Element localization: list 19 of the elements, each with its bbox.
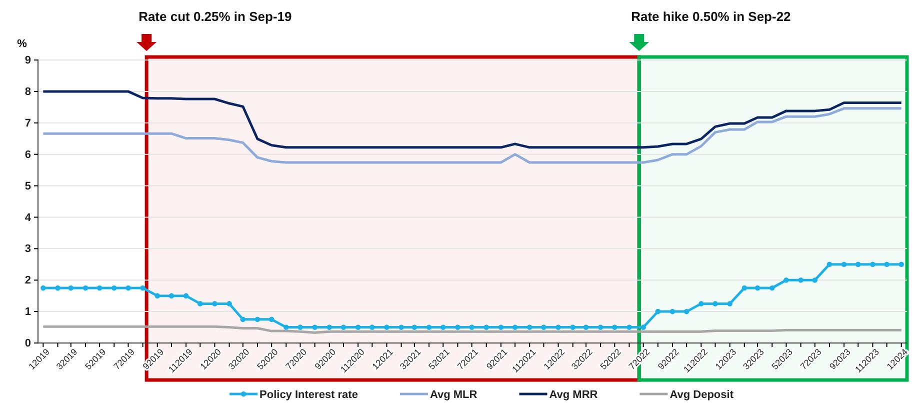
legend-label: Avg MLR <box>430 389 478 401</box>
band-label: Rate cut 0.25% in Sep-19 <box>138 9 292 24</box>
legend-label: Policy Interest rate <box>260 389 358 401</box>
line-series <box>42 90 903 149</box>
y-tick-label: 1 <box>24 306 31 318</box>
y-tick-label: 3 <box>24 243 31 256</box>
band-label: Rate hike 0.50% in Sep-22 <box>631 9 791 24</box>
y-tick-label: 8 <box>24 86 31 98</box>
y-axis-title: % <box>17 38 28 50</box>
legend-label: Avg MRR <box>549 389 598 401</box>
legend-label: Avg Deposit <box>670 389 734 401</box>
y-tick-label: 2 <box>24 274 31 287</box>
line-series <box>42 107 903 164</box>
y-tick-label: 6 <box>24 148 31 161</box>
y-tick-label: 9 <box>24 54 31 67</box>
y-tick-label: 4 <box>24 212 32 224</box>
y-tick-label: 7 <box>24 117 31 130</box>
y-tick-label: 5 <box>24 180 31 192</box>
y-tick-label: 0 <box>24 338 31 350</box>
